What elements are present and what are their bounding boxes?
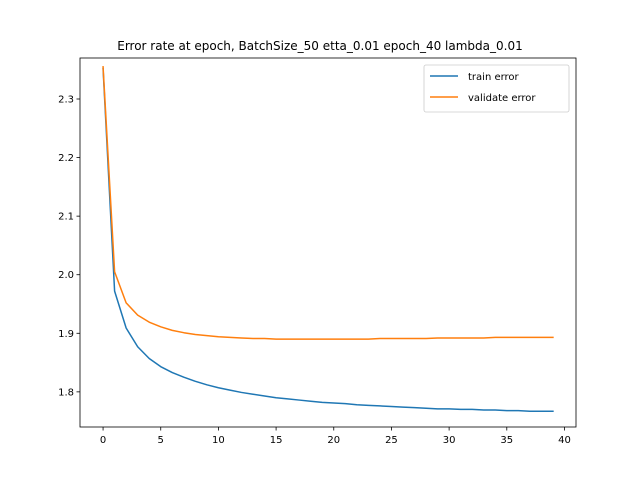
x-tick-label: 20 (327, 435, 340, 446)
legend-box (423, 64, 570, 113)
y-tick-label: 1.9 (58, 329, 74, 340)
y-tick-label: 2.3 (58, 95, 74, 106)
axes-frame (79, 57, 577, 428)
x-tick-label: 15 (270, 435, 283, 446)
x-tick-label: 30 (443, 435, 456, 446)
x-tick-label: 35 (500, 435, 513, 446)
plot-area (80, 58, 576, 427)
y-tick-label: 1.8 (58, 387, 74, 398)
y-tick-label: 2.1 (58, 212, 74, 223)
series-line-validate-error (102, 65, 554, 340)
x-tick-label: 25 (385, 435, 398, 446)
y-tick-label: 2.2 (58, 153, 74, 164)
legend: train error validate error (423, 64, 570, 113)
x-tick-label: 0 (100, 435, 106, 446)
legend-label: train error (468, 72, 520, 83)
y-tick-label: 2.0 (58, 270, 74, 281)
x-tick-label: 40 (558, 435, 571, 446)
series-line-train-error (102, 67, 554, 412)
x-tick-label: 5 (158, 435, 164, 446)
series-layer (102, 65, 554, 412)
legend-label: validate error (468, 93, 536, 104)
axes-layer: 0 5 10 15 20 25 30 35 40 1.8 1.9 2.0 2.1 2.2 2.3 (58, 57, 577, 446)
chart-title: Error rate at epoch, BatchSize_50 etta_0… (117, 39, 523, 53)
x-tick-label: 10 (212, 435, 225, 446)
